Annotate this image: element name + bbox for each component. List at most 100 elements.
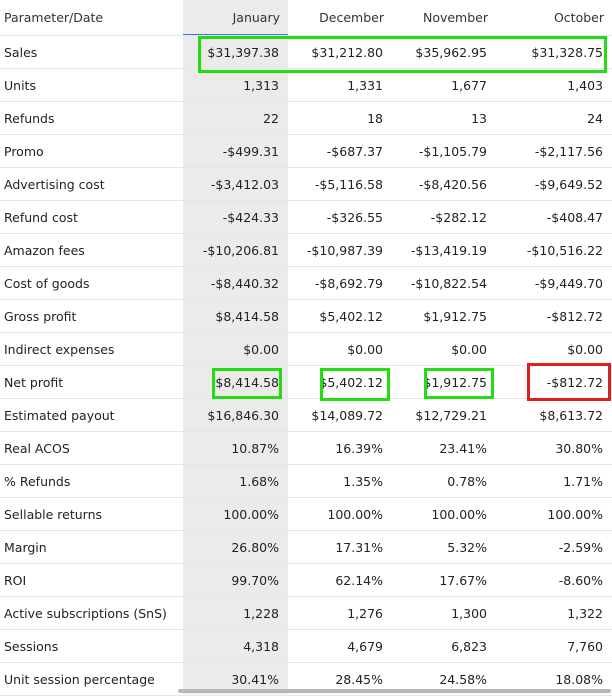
row-value: -$10,987.39 — [288, 233, 392, 267]
row-label: Active subscriptions (SnS) — [0, 596, 183, 630]
row-label: Gross profit — [0, 299, 183, 333]
row-value: -$499.31 — [183, 134, 288, 168]
row-value: -$812.72 — [496, 299, 612, 333]
table-row: ROI 99.70% 62.14% 17.67% -8.60% — [0, 563, 612, 597]
row-value: 17.67% — [392, 563, 496, 597]
row-value: -$687.37 — [288, 134, 392, 168]
row-value: -$10,516.22 — [496, 233, 612, 267]
row-value: -2.59% — [496, 530, 612, 564]
table-row: Promo -$499.31 -$687.37 -$1,105.79 -$2,117.5… — [0, 134, 612, 168]
row-value: -$5,116.58 — [288, 167, 392, 201]
table-row: Active subscriptions (SnS) 1,228 1,276 1,30… — [0, 596, 612, 630]
row-value: $12,729.21 — [392, 398, 496, 432]
row-value: $5,402.12 — [288, 299, 392, 333]
row-value: -$10,822.54 — [392, 266, 496, 300]
row-value: $0.00 — [392, 332, 496, 366]
row-value: -$282.12 — [392, 200, 496, 234]
row-label: Margin — [0, 530, 183, 564]
row-value: 22 — [183, 101, 288, 135]
row-value: $31,328.75 — [496, 35, 612, 69]
row-value: 1,313 — [183, 68, 288, 102]
row-value: 7,760 — [496, 629, 612, 663]
row-label: Units — [0, 68, 183, 102]
table-row: Refund cost -$424.33 -$326.55 -$282.12 -$408… — [0, 200, 612, 234]
row-value: -$424.33 — [183, 200, 288, 234]
header-december[interactable]: December — [288, 0, 392, 36]
table-header: Parameter/Date January December November… — [0, 0, 612, 36]
row-value: -$8,420.56 — [392, 167, 496, 201]
horizontal-scrollbar[interactable] — [178, 689, 611, 693]
row-value: $1,912.75 — [392, 365, 496, 399]
row-value: $35,962.95 — [392, 35, 496, 69]
row-label: Unit session percentage — [0, 662, 183, 696]
row-value: $8,613.72 — [496, 398, 612, 432]
row-label: Amazon fees — [0, 233, 183, 267]
row-value: $8,414.58 — [183, 365, 288, 399]
row-value: 0.78% — [392, 464, 496, 498]
row-value: 18 — [288, 101, 392, 135]
row-value: 4,679 — [288, 629, 392, 663]
row-value: $16,846.30 — [183, 398, 288, 432]
row-value: $0.00 — [288, 332, 392, 366]
header-parameter-date[interactable]: Parameter/Date — [0, 0, 183, 36]
row-value: 30.80% — [496, 431, 612, 465]
row-value: $0.00 — [183, 332, 288, 366]
row-value: $5,402.12 — [288, 365, 392, 399]
row-label: Indirect expenses — [0, 332, 183, 366]
row-value: -$812.72 — [496, 365, 612, 399]
row-value: 6,823 — [392, 629, 496, 663]
row-value: -$8,692.79 — [288, 266, 392, 300]
header-november[interactable]: November — [392, 0, 496, 36]
row-value: 1,300 — [392, 596, 496, 630]
table-row: Advertising cost -$3,412.03 -$5,116.58 -$8,… — [0, 167, 612, 201]
row-value: 24 — [496, 101, 612, 135]
row-value: $14,089.72 — [288, 398, 392, 432]
header-row: Parameter/Date January December November… — [0, 0, 612, 36]
row-value: -$326.55 — [288, 200, 392, 234]
row-label: Sellable returns — [0, 497, 183, 531]
row-label: Refunds — [0, 101, 183, 135]
row-value: 100.00% — [183, 497, 288, 531]
table-row: Gross profit $8,414.58 $5,402.12 $1,912.75-… — [0, 299, 612, 333]
row-value: $0.00 — [496, 332, 612, 366]
row-value: 62.14% — [288, 563, 392, 597]
row-value: 16.39% — [288, 431, 392, 465]
table-row: Net profit $8,414.58 $5,402.12 $1,912.75 -$8… — [0, 365, 612, 399]
row-value: 5.32% — [392, 530, 496, 564]
row-value: 17.31% — [288, 530, 392, 564]
row-value: 1,677 — [392, 68, 496, 102]
row-value: 1,331 — [288, 68, 392, 102]
row-label: Cost of goods — [0, 266, 183, 300]
row-value: $8,414.58 — [183, 299, 288, 333]
table-row: % Refunds 1.68% 1.35% 0.78% 1.71% — [0, 464, 612, 498]
row-value: -$9,449.70 — [496, 266, 612, 300]
row-value: $31,397.38 — [183, 35, 288, 69]
row-label: % Refunds — [0, 464, 183, 498]
table-row: Sessions 4,318 4,679 6,823 7,760 — [0, 629, 612, 663]
table-row: Indirect expenses $0.00 $0.00 $0.00 $0.00 — [0, 332, 612, 366]
table-row: Units 1,313 1,331 1,677 1,403 — [0, 68, 612, 102]
table-body: Sales $31,397.38 $31,212.80 $35,962.95 $31,3… — [0, 35, 612, 696]
header-october[interactable]: October — [496, 0, 612, 36]
row-value: -$1,105.79 — [392, 134, 496, 168]
row-value: 99.70% — [183, 563, 288, 597]
table-row: Cost of goods -$8,440.32 -$8,692.79 -$10,82… — [0, 266, 612, 300]
header-january[interactable]: January — [183, 0, 288, 36]
table-row: Margin 26.80% 17.31% 5.32% -2.59% — [0, 530, 612, 564]
row-value: -$10,206.81 — [183, 233, 288, 267]
row-value: -$3,412.03 — [183, 167, 288, 201]
row-value: 100.00% — [496, 497, 612, 531]
row-value: -8.60% — [496, 563, 612, 597]
table-row: Sellable returns 100.00% 100.00% 100.00% 100… — [0, 497, 612, 531]
row-value: 1.68% — [183, 464, 288, 498]
row-value: -$13,419.19 — [392, 233, 496, 267]
row-label: Sales — [0, 35, 183, 69]
row-value: 26.80% — [183, 530, 288, 564]
row-value: 1.71% — [496, 464, 612, 498]
row-label: Sessions — [0, 629, 183, 663]
row-value: 1,276 — [288, 596, 392, 630]
row-value: $31,212.80 — [288, 35, 392, 69]
table-row: Sales $31,397.38 $31,212.80 $35,962.95 $31,3… — [0, 35, 612, 69]
table-row: Amazon fees -$10,206.81 -$10,987.39 -$13,41… — [0, 233, 612, 267]
row-label: Real ACOS — [0, 431, 183, 465]
